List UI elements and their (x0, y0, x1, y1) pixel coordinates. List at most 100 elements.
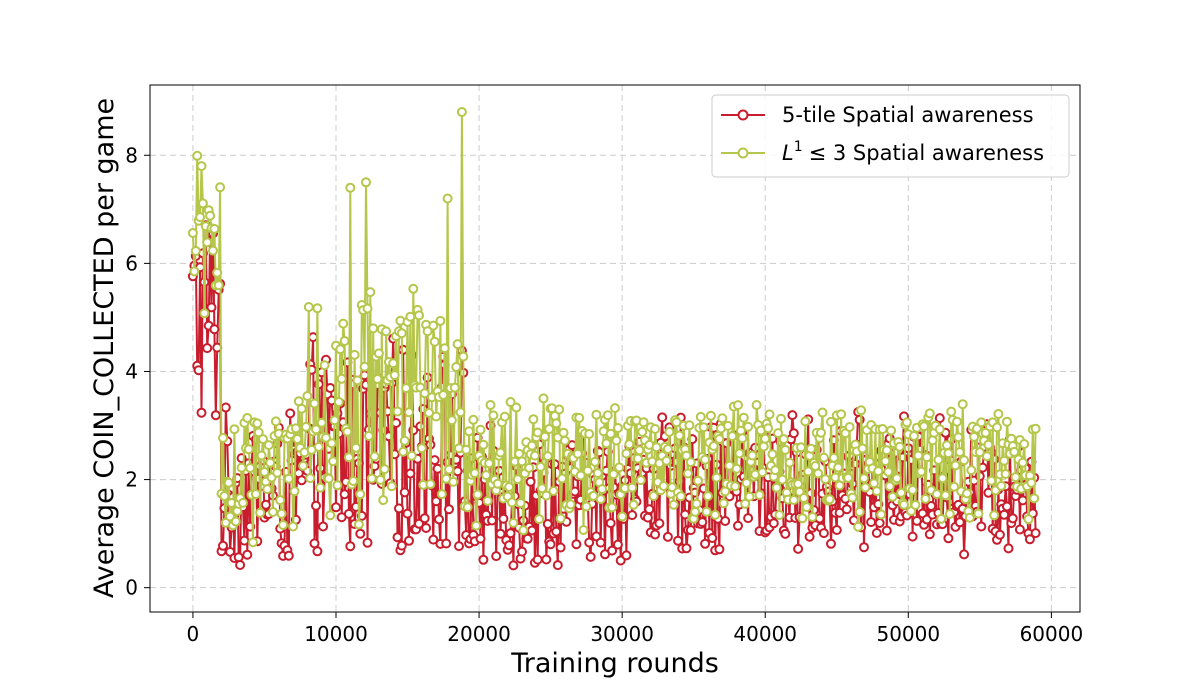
data-point (801, 502, 812, 513)
data-point (462, 502, 473, 513)
data-point (263, 440, 274, 451)
data-point (213, 280, 224, 291)
data-point (485, 400, 496, 410)
data-point (538, 393, 549, 404)
data-point (734, 448, 745, 459)
data-point (488, 410, 499, 421)
data-point (471, 520, 482, 531)
legend-label-l1-rest: ≤ 3 Spatial awareness (809, 141, 1044, 165)
data-point (215, 182, 226, 193)
data-point (379, 464, 390, 475)
data-point (431, 411, 442, 422)
data-point (253, 427, 264, 438)
data-point (954, 447, 965, 458)
data-point (439, 343, 450, 354)
data-point (982, 451, 992, 462)
data-point (650, 424, 661, 434)
data-point (399, 435, 410, 446)
data-point (318, 521, 329, 532)
data-point (993, 409, 1004, 419)
data-point (931, 489, 942, 500)
data-point (740, 498, 751, 509)
data-point (685, 525, 696, 536)
data-point (557, 473, 568, 484)
data-point (223, 477, 234, 488)
data-point (661, 455, 672, 466)
data-point (654, 518, 665, 529)
data-point (292, 434, 303, 444)
data-point (714, 434, 725, 444)
data-point (884, 481, 895, 492)
data-point (744, 491, 755, 502)
data-point (276, 508, 287, 519)
data-point (695, 411, 706, 422)
data-point (303, 302, 314, 312)
data-point (635, 475, 646, 486)
data-point (532, 427, 543, 438)
data-point (826, 538, 836, 549)
y-tick-label: 4 (125, 359, 138, 383)
data-point (209, 223, 220, 234)
data-point (381, 326, 392, 337)
data-point (378, 495, 389, 506)
data-point (681, 543, 692, 554)
data-point (614, 462, 625, 473)
data-point (758, 441, 769, 452)
data-point (404, 407, 414, 418)
data-point (309, 538, 320, 549)
data-point (323, 473, 334, 484)
data-point (328, 456, 339, 467)
data-point (767, 449, 778, 460)
data-point (1009, 446, 1020, 457)
data-point (638, 417, 649, 428)
x-tick-label: 10000 (304, 622, 368, 646)
data-point (233, 552, 244, 563)
data-point (481, 470, 492, 481)
data-point (495, 447, 506, 458)
data-point (449, 382, 460, 393)
data-point (444, 464, 454, 475)
data-point (854, 506, 865, 517)
data-point (338, 318, 349, 329)
data-point (673, 535, 683, 546)
data-point (844, 422, 855, 432)
data-point (311, 500, 321, 511)
data-point (192, 150, 203, 161)
data-point (946, 406, 957, 417)
data-point (605, 428, 616, 439)
data-point (597, 484, 608, 495)
data-point (909, 430, 919, 441)
data-point (527, 525, 537, 536)
data-point (209, 324, 220, 335)
data-point (612, 423, 623, 433)
data-point (478, 439, 489, 450)
data-point (414, 518, 424, 529)
data-point (362, 537, 373, 548)
data-point (252, 418, 263, 429)
data-point (369, 451, 380, 462)
data-point (806, 443, 816, 454)
y-tick-label: 6 (125, 251, 138, 275)
data-point (964, 512, 975, 523)
data-point (555, 513, 566, 524)
data-point (1014, 524, 1025, 535)
data-point (548, 486, 559, 496)
data-point (741, 478, 752, 488)
data-point (621, 448, 632, 459)
data-point (229, 424, 240, 435)
data-point (574, 412, 585, 423)
data-point (950, 460, 961, 471)
data-point (541, 490, 552, 501)
y-tick-label: 2 (125, 468, 138, 492)
data-point (262, 484, 273, 495)
data-point (999, 509, 1010, 520)
data-point (718, 498, 729, 509)
data-point (940, 490, 951, 501)
data-point (505, 397, 516, 407)
data-point (644, 504, 655, 515)
data-point (701, 506, 712, 517)
data-point (757, 467, 768, 478)
data-point (1002, 501, 1012, 512)
data-point (187, 228, 198, 238)
data-point (206, 302, 217, 313)
